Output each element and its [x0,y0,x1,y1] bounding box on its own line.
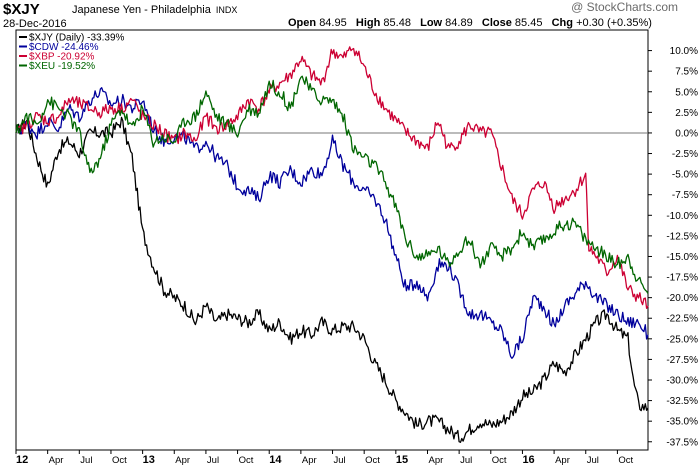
low-label: Low [420,17,443,29]
chg-value: +0.30 (+0.35%) [576,17,652,29]
x-tick-label: Apr [555,455,570,466]
instrument-name-text: Japanese Yen - Philadelphia [72,4,211,16]
x-tick-label: Jul [587,455,599,466]
x-tick-label: Oct [492,455,507,466]
high-value: 85.48 [383,17,411,29]
legend-entry: $XJY (Daily) -33.39% [29,33,125,44]
y-tick-label: -22.5% [666,314,698,325]
series-line [15,116,649,443]
x-tick-label: Apr [428,455,443,466]
legend: $XJY (Daily) -33.39%$CDW -24.46%$XBP -20… [19,33,125,72]
instrument-name: Japanese Yen - Philadelphia INDX [72,4,237,16]
series-layer [15,46,649,443]
y-tick-label: -12.5% [666,231,698,242]
y-tick-label: -5.0% [672,170,698,181]
y-tick-label: -15.0% [666,252,698,263]
y-tick-label: -30.0% [666,376,698,387]
y-tick-label: 5.0% [675,87,698,98]
date-label: 28-Dec-2016 [3,18,67,30]
series-line [15,75,649,294]
legend-entry: $XBP -20.92% [29,52,95,63]
y-tick-label: 2.5% [675,108,698,119]
y-tick-label: 10.0% [670,46,698,57]
x-tick-label: Apr [302,455,317,466]
high-label: High [355,17,381,29]
open-value: 84.95 [319,17,347,29]
y-tick-label: 0.0% [675,128,698,139]
stockcharts-watermark: @ StockCharts.com [571,0,678,14]
y-tick-label: -10.0% [666,211,698,222]
close-label: Close [481,17,512,29]
y-tick-label: -17.5% [666,273,698,284]
y-tick-label: -35.0% [666,417,698,428]
legend-entry: $XEU -19.52% [29,61,95,72]
y-tick-label: -7.5% [672,190,698,201]
close-value: 85.45 [514,17,543,29]
y-tick-label: 7.5% [675,67,698,78]
x-tick-label: 15 [396,454,408,466]
plot-frame [15,29,649,451]
y-axis: 10.0% 7.5% 5.0% 2.5% 0.0% -2.5% -5.0% -7.5% -10.… [648,46,698,448]
x-tick-label: 13 [143,454,155,466]
ohlc-readout: Open 84.95 High 85.48 Low 84.89 Close 85… [288,17,652,29]
series-line [15,87,649,359]
x-tick-label: 12 [16,454,28,466]
open-label: Open [288,17,317,29]
x-tick-label: Jul [207,455,219,466]
x-tick-label: 14 [269,454,282,466]
series-line [15,46,649,309]
y-tick-label: -32.5% [666,396,698,407]
x-tick-label: Jul [80,455,92,466]
x-tick-label: 16 [522,454,534,466]
x-tick-label: Oct [365,455,380,466]
x-tick-label: Oct [618,455,633,466]
symbol: $XJY [3,1,40,18]
x-tick-label: Oct [239,455,254,466]
y-tick-label: -20.0% [666,293,698,304]
x-tick-label: Jul [334,455,346,466]
chg-label: Chg [551,17,573,29]
x-tick-label: Apr [175,455,190,466]
x-axis: 12 Apr Jul Oct 13 Apr Jul Oct 14 Apr Jul Oct 15 Apr Ju… [15,450,634,466]
exchange-label: INDX [215,5,238,15]
low-value: 84.89 [445,17,473,29]
x-tick-label: Oct [112,455,127,466]
legend-entry: $CDW -24.46% [29,42,99,53]
x-tick-label: Jul [460,455,472,466]
y-tick-label: -25.0% [666,334,698,345]
y-tick-label: -27.5% [666,355,698,366]
x-tick-label: Apr [49,455,64,466]
y-tick-label: -2.5% [672,149,698,160]
y-tick-label: -37.5% [666,437,698,448]
